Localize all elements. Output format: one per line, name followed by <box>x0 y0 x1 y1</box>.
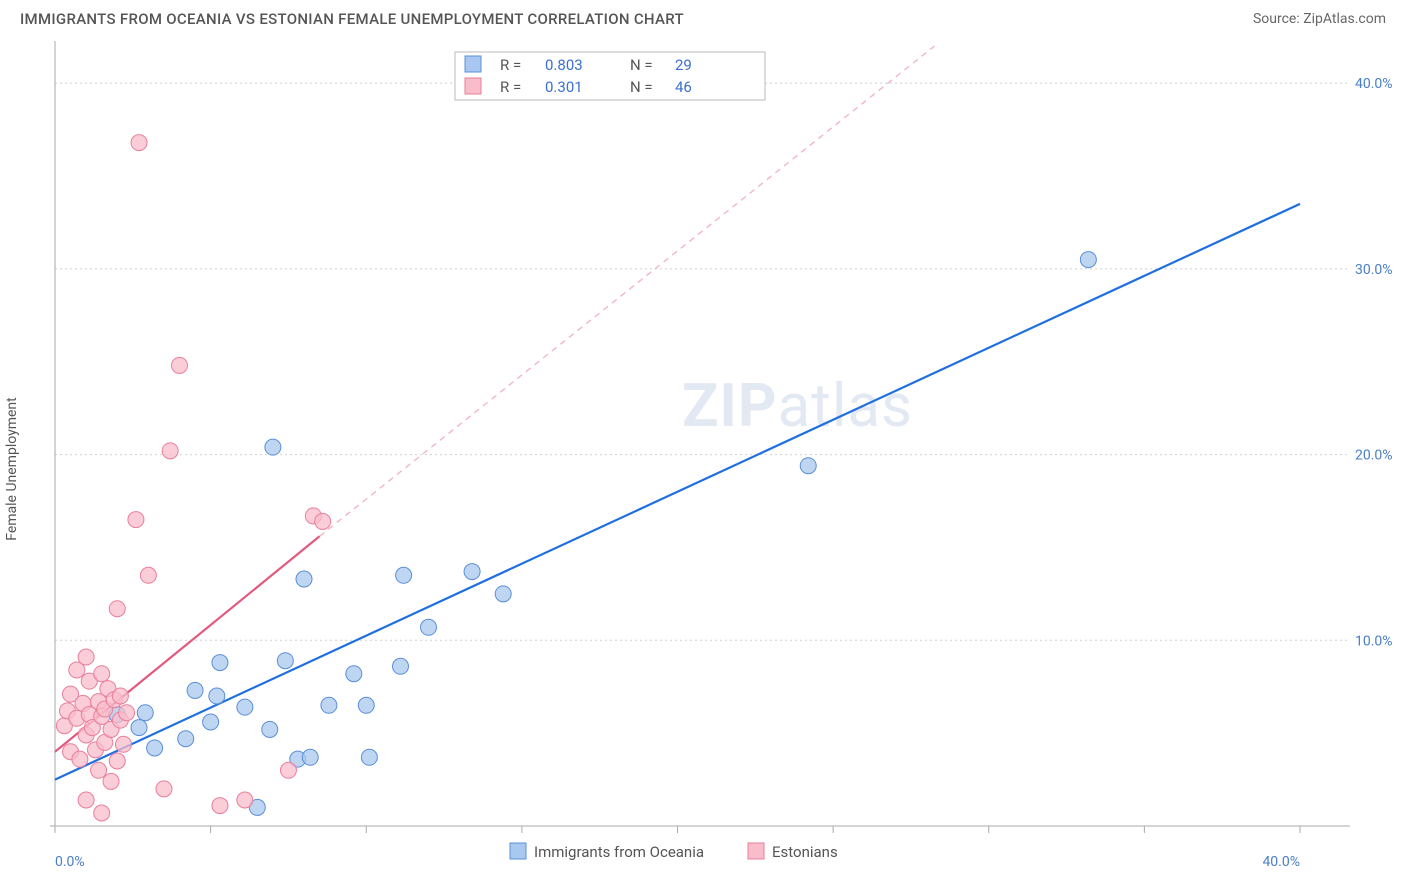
legend-n-label: N = <box>630 78 653 96</box>
data-point <box>78 649 94 665</box>
data-point <box>361 749 377 765</box>
chart-source: Source: ZipAtlas.com <box>1253 11 1386 27</box>
data-point <box>396 567 412 583</box>
data-point <box>119 705 135 721</box>
data-point <box>103 773 119 789</box>
data-point <box>78 792 94 808</box>
data-point <box>421 619 437 635</box>
data-point <box>72 751 88 767</box>
legend-swatch <box>465 78 481 94</box>
legend-series-label: Immigrants from Oceania <box>534 843 704 861</box>
chart-area: Female Unemployment 10.0% 20.0% 30.0% 40.0%… <box>0 36 1406 886</box>
legend-r-label: R = <box>500 78 521 96</box>
data-point <box>91 762 107 778</box>
data-point <box>495 586 511 602</box>
data-point <box>115 736 131 752</box>
legend-n-label: N = <box>630 56 653 74</box>
source-label: Source: <box>1253 11 1300 27</box>
data-point <box>346 666 362 682</box>
y-tick-label: 30.0% <box>1355 262 1393 278</box>
legend-swatch <box>510 843 526 859</box>
data-point <box>237 699 253 715</box>
data-point <box>1080 252 1096 268</box>
x-tick-label: 40.0% <box>1262 854 1300 870</box>
legend-swatch <box>465 56 481 72</box>
data-point <box>156 781 172 797</box>
data-point <box>137 705 153 721</box>
data-point <box>280 762 296 778</box>
data-point <box>265 439 281 455</box>
chart-title: IMMIGRANTS FROM OCEANIA VS ESTONIAN FEMA… <box>20 10 684 28</box>
legend-swatch <box>748 843 764 859</box>
legend-r-value: 0.803 <box>545 56 583 74</box>
data-point <box>172 357 188 373</box>
watermark: ZIPatlas <box>682 370 913 441</box>
y-tick-label: 20.0% <box>1355 448 1393 464</box>
data-point <box>178 731 194 747</box>
data-point <box>187 682 203 698</box>
data-point <box>302 749 318 765</box>
data-point <box>237 792 253 808</box>
y-tick-label: 10.0% <box>1355 633 1393 649</box>
data-point <box>315 513 331 529</box>
data-point <box>209 688 225 704</box>
source-value: ZipAtlas.com <box>1303 11 1386 27</box>
data-point <box>358 697 374 713</box>
data-point <box>112 688 128 704</box>
y-tick-label: 40.0% <box>1355 76 1393 92</box>
trendline-dashed <box>320 46 935 536</box>
legend-r-value: 0.301 <box>545 78 583 96</box>
data-point <box>109 601 125 617</box>
legend-r-label: R = <box>500 56 521 74</box>
data-point <box>800 458 816 474</box>
scatter-chart: 10.0% 20.0% 30.0% 40.0% ZIPatlas 0.0% 40.0% R =… <box>0 36 1406 886</box>
data-point <box>109 753 125 769</box>
legend-n-value: 46 <box>675 78 692 96</box>
data-point <box>131 720 147 736</box>
data-point <box>131 135 147 151</box>
data-point <box>212 655 228 671</box>
legend-n-value: 29 <box>675 56 692 74</box>
data-point <box>277 653 293 669</box>
data-point <box>392 658 408 674</box>
chart-header: IMMIGRANTS FROM OCEANIA VS ESTONIAN FEMA… <box>0 0 1406 36</box>
data-point <box>162 443 178 459</box>
data-point <box>94 666 110 682</box>
x-tick-label: 0.0% <box>55 854 85 870</box>
data-point <box>147 740 163 756</box>
data-point <box>296 571 312 587</box>
y-axis-title: Female Unemployment <box>4 397 20 541</box>
legend-series-label: Estonians <box>772 843 838 861</box>
data-point <box>203 714 219 730</box>
data-point <box>140 567 156 583</box>
data-point <box>321 697 337 713</box>
data-point <box>94 805 110 821</box>
data-point <box>128 512 144 528</box>
trendline <box>55 204 1300 780</box>
data-point <box>212 798 228 814</box>
data-point <box>464 564 480 580</box>
data-point <box>262 721 278 737</box>
